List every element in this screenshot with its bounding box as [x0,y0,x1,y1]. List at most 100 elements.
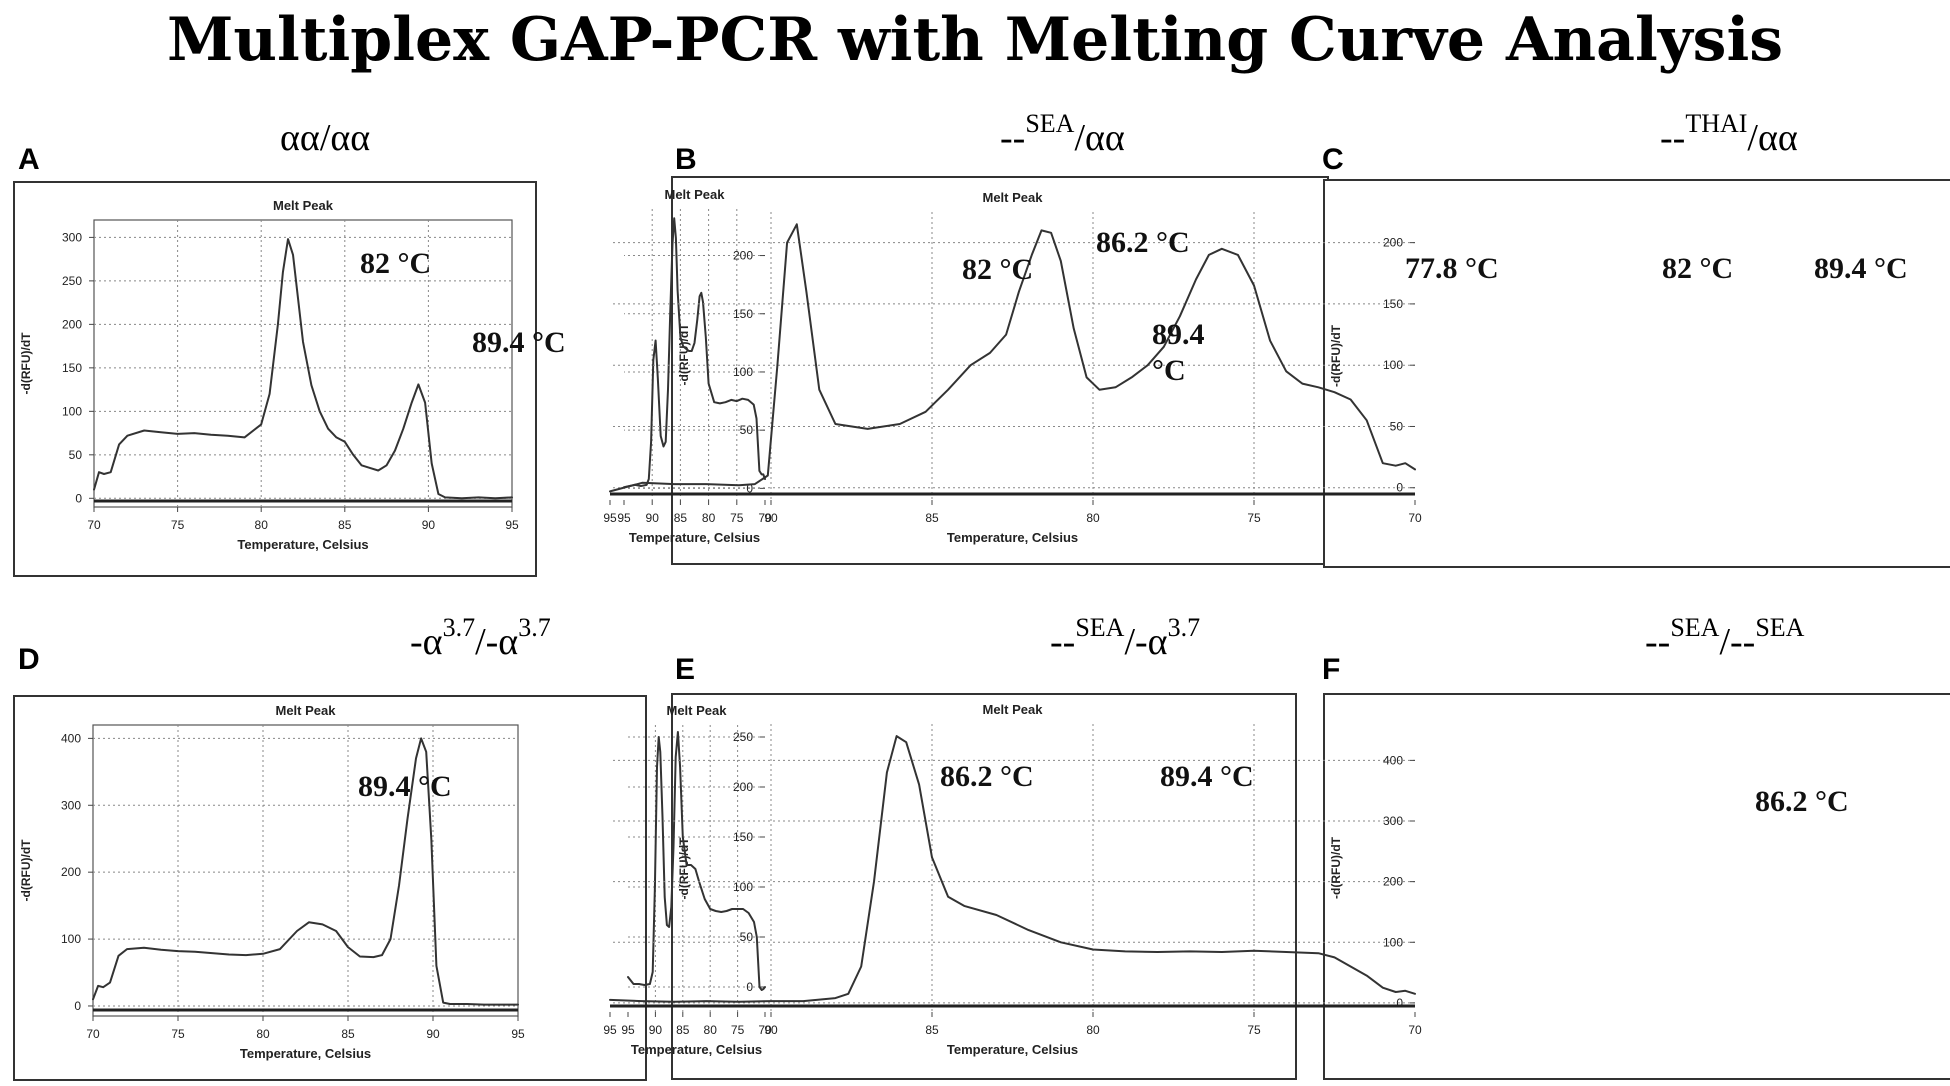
panel-B: 70 75 80 85 90 95 0 50 100 150 200 Melt Peak Tempera… [617,176,1329,565]
genotype-heading: --SEA/αα [1000,111,1125,160]
x-tick-label: 90 [764,1023,778,1037]
x-tick-label: 75 [171,518,185,532]
genotype-part: /αα [1747,117,1798,159]
peak-temperature-label: 82 °C [360,247,432,280]
x-tick-label: 75 [730,511,744,525]
x-tick-label: 95 [505,518,519,532]
x-tick-label: 80 [256,1027,270,1041]
genotype-part: -α [410,621,443,663]
y-tick-label: 250 [733,730,753,744]
y-tick-label: 0 [74,999,81,1013]
melt-curve-line [627,731,766,991]
x-tick-label: 70 [1408,1023,1422,1037]
x-tick-label: 85 [338,518,352,532]
x-tick-label: 80 [255,518,269,532]
y-tick-label: 300 [1383,814,1403,828]
panel-A: 70 75 80 85 90 95 0 50 100 150 200 250 300 Melt Peak T… [13,181,537,577]
y-tick-label: 100 [61,932,81,946]
x-tick-label: 80 [1086,1023,1100,1037]
x-tick-label: 70 [1408,511,1422,525]
y-axis-label: -d(RFU)/dT [19,332,33,395]
y-tick-label: 150 [733,830,753,844]
genotype-part: -- [1050,621,1076,663]
y-tick-label: 150 [733,307,753,321]
peak-temperature-label: 86.2 °C [940,760,1034,793]
chart-title: Melt Peak [273,198,334,213]
panel-D: 70 75 80 85 90 95 0 100 200 300 400 Melt Peak Temper… [13,695,647,1081]
plot-area [92,724,519,1017]
genotype-superscript: SEA [1670,613,1720,643]
panel-C: 70 75 80 85 90 95 0 50 100 150 200 Melt Peak Tempera… [603,179,1950,568]
panel-frame [671,176,1329,565]
panel-E: 70 75 80 85 90 95 0 50 100 150 200 250 Melt Peak Temp… [621,693,1297,1080]
x-axis-label: Temperature, Celsius [240,1046,371,1061]
plot-area [93,219,513,508]
genotype-superscript: 3.7 [518,613,551,643]
y-tick-label: 100 [733,365,753,379]
x-axis-label: Temperature, Celsius [947,1042,1078,1057]
peak-temperature-label: 89.4 °C [1152,318,1205,387]
x-axis-label: Temperature, Celsius [631,1042,762,1057]
y-tick-label: 300 [61,798,81,812]
genotype-heading: --THAI/αα [1660,111,1798,160]
melt-curve-line [93,238,513,500]
x-tick-label: 90 [426,1027,440,1041]
panel-frame [671,693,1297,1080]
x-tick-label: 90 [422,518,436,532]
y-tick-label: 150 [1383,297,1403,311]
peak-temperature-label: 89.4 °C [358,770,452,803]
y-tick-label: 50 [1390,419,1404,433]
x-tick-label: 95 [621,1023,635,1037]
x-tick-label: 80 [1086,511,1100,525]
peak-temperature-label: 89.4 °C [1814,252,1908,285]
x-axis-label: Temperature, Celsius [629,530,760,545]
y-tick-label: 200 [733,249,753,263]
y-tick-label: 0 [1396,481,1403,495]
y-tick-label: 400 [1383,753,1403,767]
panel-letter: B [675,143,697,176]
x-tick-label: 85 [676,1023,690,1037]
x-tick-label: 75 [1247,1023,1261,1037]
x-tick-label: 70 [87,518,101,532]
melt-curve-line [92,737,519,1006]
y-tick-label: 200 [62,317,82,331]
genotype-superscript: SEA [1075,613,1125,643]
y-tick-label: 50 [69,448,83,462]
x-tick-label: 75 [1247,511,1261,525]
panel-letter: F [1322,653,1341,686]
genotype-superscript: THAI [1685,109,1748,139]
y-tick-label: 200 [733,780,753,794]
peak-temperature-label: 86.2 °C [1755,785,1849,818]
genotype-part: -- [1000,117,1026,159]
x-axis-label: Temperature, Celsius [947,530,1078,545]
y-axis-label: -d(RFU)/dT [677,323,691,386]
genotype-part: /-- [1719,621,1756,663]
x-tick-label: 80 [702,511,716,525]
x-tick-label: 85 [925,1023,939,1037]
y-tick-label: 150 [62,361,82,375]
y-axis-label: -d(RFU)/dT [1329,324,1343,387]
y-tick-label: 0 [746,481,753,495]
y-tick-label: 250 [62,274,82,288]
panel-letter: C [1322,143,1344,176]
x-tick-label: 85 [925,511,939,525]
x-tick-label: 70 [758,511,772,525]
panel-letter: A [18,143,40,176]
y-axis-label: -d(RFU)/dT [1329,836,1343,899]
y-tick-label: 100 [62,404,82,418]
y-tick-label: 100 [1383,935,1403,949]
panel-letter: E [675,653,696,686]
genotype-part: /-α [475,621,519,663]
peak-temperature-label: 77.8 °C [1405,252,1499,285]
panel-F: 70 75 80 85 90 95 0 100 200 300 400 Melt Peak Temper… [603,693,1950,1080]
genotype-superscript: 3.7 [1167,613,1201,643]
y-tick-label: 300 [62,230,82,244]
y-tick-label: 200 [1383,875,1403,889]
melt-curve-line [609,735,1416,1003]
genotype-superscript: SEA [1025,109,1075,139]
y-tick-label: 200 [1383,236,1403,250]
genotype-part: -- [1660,117,1686,159]
chart-title: Melt Peak [983,702,1044,717]
y-tick-label: 50 [740,423,754,437]
